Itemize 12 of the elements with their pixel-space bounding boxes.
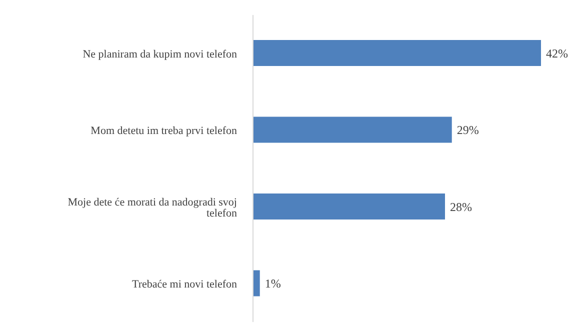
data-label: 28% (450, 200, 472, 214)
data-label: 29% (456, 123, 479, 138)
y-tick-label: Ne planiram da kupim novi telefon (82, 48, 238, 60)
y-tick-label: Mom detetu im treba prvi telefon (90, 125, 238, 138)
y-tick-label: Moje dete će morati da nadogradi svoj telefon (68, 196, 238, 220)
bar (253, 40, 541, 66)
bar (253, 270, 260, 296)
data-label: 1% (264, 276, 281, 291)
bar (253, 116, 452, 143)
bar (253, 194, 445, 220)
data-label: 42% (546, 46, 568, 60)
y-tick-label: Trebaće mi novi telefon (132, 278, 238, 291)
